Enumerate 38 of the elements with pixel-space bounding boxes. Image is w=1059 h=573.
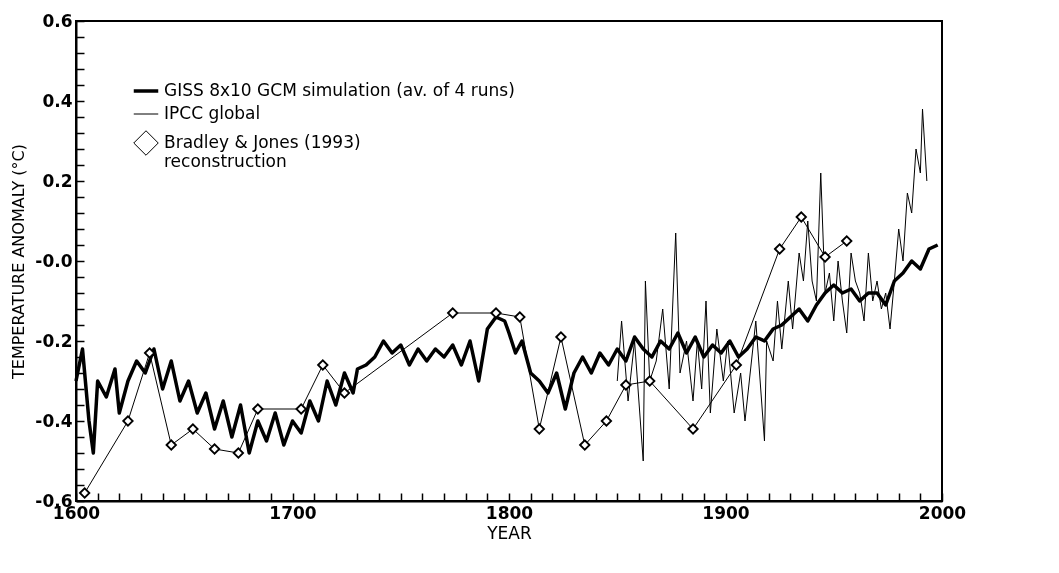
point	[187, 423, 199, 435]
point	[447, 307, 459, 319]
x-axis-title: YEAR	[486, 522, 532, 543]
x-tick-label: 2000	[918, 502, 967, 523]
point	[600, 415, 613, 427]
point	[232, 447, 245, 459]
point	[295, 403, 307, 415]
point	[687, 423, 699, 435]
y-tick-label: 0.2	[42, 170, 73, 191]
point	[208, 443, 221, 455]
point	[620, 379, 632, 391]
point	[773, 243, 786, 255]
point	[533, 423, 545, 435]
legend-label: IPCC global	[164, 103, 261, 123]
y-tick-label: -0.2	[35, 330, 73, 351]
y-tick-label: 0.4	[42, 90, 73, 111]
x-tick-label: 1800	[485, 502, 534, 523]
x-tick-label: 1700	[269, 502, 317, 523]
y-tick-label: 0.6	[42, 10, 73, 31]
point	[819, 251, 831, 263]
point	[514, 311, 526, 323]
point	[122, 415, 134, 427]
point	[579, 439, 591, 451]
legend-label: GISS 8x10 GCM simulation (av. of 4 runs)	[164, 80, 515, 100]
y-axis-title: TEMPERATURE ANOMALY (°C)	[9, 144, 29, 380]
y-tick-label: -0.4	[35, 410, 73, 431]
y-tick-label: -0.0	[35, 250, 73, 271]
point	[730, 359, 742, 371]
point	[317, 359, 329, 371]
point	[79, 487, 91, 499]
point	[841, 235, 853, 247]
point	[644, 375, 656, 387]
legend-label: Bradley & Jones (1993) reconstruction	[164, 132, 361, 171]
point	[252, 403, 264, 415]
point	[795, 211, 807, 223]
point	[165, 439, 177, 451]
point	[555, 331, 567, 343]
x-tick-label: 1900	[702, 502, 750, 523]
